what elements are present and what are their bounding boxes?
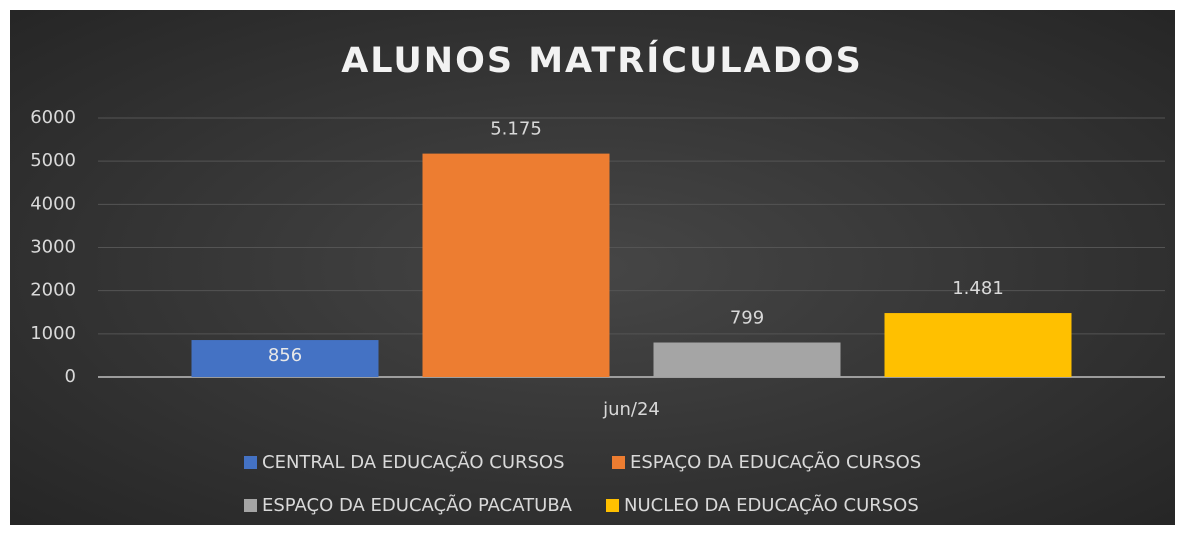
x-tick-label: jun/24 xyxy=(602,399,660,420)
legend-swatch xyxy=(244,499,257,512)
y-tick-label: 4000 xyxy=(30,193,76,214)
bar xyxy=(422,153,610,377)
value-label: 856 xyxy=(268,345,302,366)
value-label: 799 xyxy=(730,308,764,329)
y-tick-label: 2000 xyxy=(30,280,76,301)
bar xyxy=(191,340,379,377)
y-tick-label: 1000 xyxy=(30,323,76,344)
legend-label: NUCLEO DA EDUCAÇÃO CURSOS xyxy=(624,494,919,516)
legend-swatch xyxy=(612,456,625,469)
y-tick-label: 5000 xyxy=(30,150,76,171)
value-label: 5.175 xyxy=(490,119,542,140)
bar xyxy=(884,313,1072,377)
y-tick-label: 6000 xyxy=(30,107,76,128)
y-tick-label: 3000 xyxy=(30,237,76,258)
chart-title: ALUNOS MATRÍCULADOS xyxy=(341,39,863,81)
legend-label: CENTRAL DA EDUCAÇÃO CURSOS xyxy=(262,451,565,473)
bar xyxy=(653,342,841,377)
legend-swatch xyxy=(606,499,619,512)
legend-swatch xyxy=(244,456,257,469)
value-label: 1.481 xyxy=(952,278,1004,299)
legend-label: ESPAÇO DA EDUCAÇÃO PACATUBA xyxy=(262,494,573,516)
y-tick-label: 0 xyxy=(65,366,76,387)
legend-label: ESPAÇO DA EDUCAÇÃO CURSOS xyxy=(630,451,921,473)
